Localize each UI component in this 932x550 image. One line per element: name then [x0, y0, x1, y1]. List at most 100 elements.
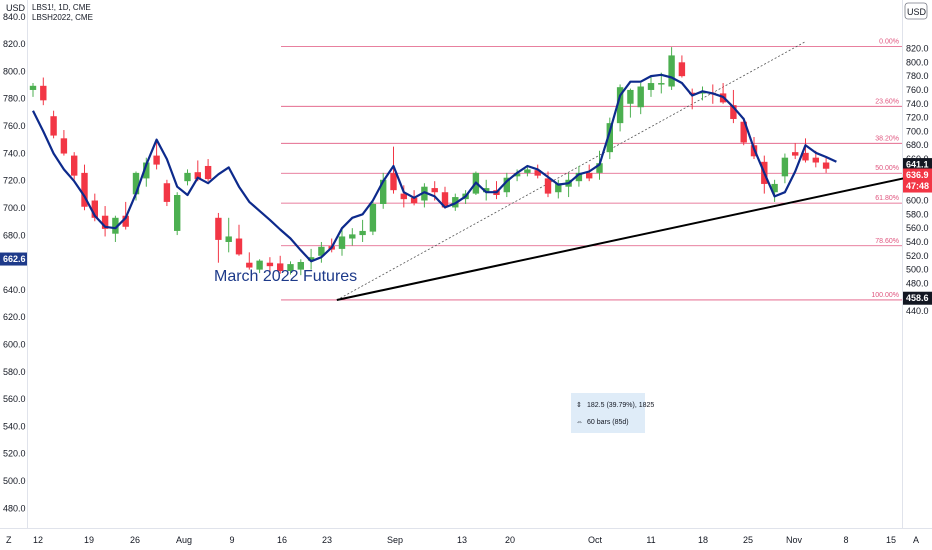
fib-label-2: 38.20% [875, 135, 899, 142]
left-current-price-value: 662.6 [3, 254, 26, 264]
left-axis-tick-520: 520.0 [3, 449, 26, 459]
candle-47 [513, 169, 521, 182]
moving-average-line [32, 73, 837, 263]
time-axis-tick-14: Nov [786, 535, 803, 545]
time-axis-tick-7: Sep [387, 535, 403, 545]
candle-38 [421, 183, 428, 208]
time-axis-tick-16: 15 [886, 535, 896, 545]
candle-5 [81, 164, 88, 211]
measure-price-change: 182.5 (39.79%), 1825 [587, 402, 654, 409]
candle-32 [359, 219, 366, 242]
right-axis-tick-560: 560.0 [906, 223, 929, 233]
candle-body [225, 236, 232, 242]
candle-72 [771, 179, 778, 202]
symbol-legend-line2[interactable]: LBSH2022, CME [32, 13, 93, 22]
candle-28 [318, 241, 325, 263]
left-axis-tick-580: 580.0 [3, 367, 26, 377]
measure-tool-box[interactable]: ⇕ 182.5 (39.79%), 1825 ⇔ 60 bars (85d) [571, 393, 654, 433]
candle-body [431, 188, 438, 193]
right-axis-tick-500: 500.0 [906, 265, 929, 275]
measure-height-icon: ⇕ [576, 401, 582, 409]
candle-body [184, 172, 191, 182]
time-axis[interactable]: 12 19 26 Aug 9 16 23 Sep 13 20 Oct 11 18 25 Nov 8 15 [33, 535, 896, 545]
candle-25 [287, 261, 294, 275]
right-axis-tick-700: 700.0 [906, 126, 929, 136]
candle-body [534, 170, 541, 176]
candle-44 [483, 179, 490, 201]
symbol-legend-line1[interactable]: LBS1!, 1D, CME [32, 3, 91, 12]
left-axis-tick-760: 760.0 [3, 121, 26, 131]
candle-body [71, 155, 78, 176]
time-axis-tick-4: 9 [229, 535, 234, 545]
candle-body [215, 217, 222, 240]
candle-59 [637, 83, 644, 115]
left-axis-tick-720: 720.0 [3, 176, 26, 186]
candle-body [122, 215, 129, 227]
trendline-drawing[interactable] [336, 167, 932, 302]
candle-30 [338, 228, 346, 256]
candle-body [153, 155, 160, 165]
time-axis-tick-1: 19 [84, 535, 94, 545]
candle-body [503, 177, 510, 193]
auto-scale-z-icon[interactable]: Z [6, 535, 12, 545]
fib-guide-line [336, 41, 806, 301]
candle-body [359, 230, 366, 236]
candle-body [616, 87, 624, 124]
candle-body [606, 123, 613, 153]
auto-scale-a-icon[interactable]: A [913, 535, 919, 545]
candle-body [246, 262, 253, 268]
time-axis-tick-15: 8 [843, 535, 848, 545]
left-currency-label: USD [6, 3, 26, 13]
candle-body [380, 179, 387, 204]
candle-body [647, 83, 655, 90]
left-price-axis[interactable]: 480.0 500.0 520.0 540.0 560.0 580.0 600.0 620.0… [3, 12, 26, 514]
left-axis-tick-680: 680.0 [3, 230, 26, 240]
right-currency-button[interactable] [904, 2, 928, 20]
candle-2 [50, 110, 57, 139]
candle-body [307, 257, 315, 261]
candle-34 [380, 172, 387, 209]
candle-35 [390, 146, 397, 194]
candle-26 [297, 259, 304, 276]
right-axis-tick-540: 540.0 [906, 237, 929, 247]
candle-1 [40, 77, 47, 106]
candle-body [277, 263, 284, 272]
candle-49 [534, 164, 541, 179]
futures-annotation[interactable]: March 2022 Futures [214, 268, 357, 285]
candle-body [174, 194, 181, 231]
time-axis-tick-2: 26 [130, 535, 140, 545]
right-axis-tick-440: 440.0 [906, 306, 929, 316]
candle-body [81, 172, 88, 207]
candle-body [441, 192, 449, 208]
candle-65 [699, 86, 706, 101]
candle-4 [71, 152, 78, 180]
time-axis-tick-6: 23 [322, 535, 332, 545]
candle-74 [792, 143, 799, 160]
fib-label-3: 50.00% [875, 165, 899, 172]
right-countdown-value: 47:48 [906, 181, 929, 191]
candle-body [163, 183, 171, 202]
right-axis-tick-480: 480.0 [906, 278, 929, 288]
candle-36 [400, 185, 407, 208]
fib-label-4: 61.80% [875, 195, 899, 202]
candle-body [740, 121, 747, 143]
right-axis-tick-680: 680.0 [906, 140, 929, 150]
candle-64 [689, 88, 696, 110]
candle-63 [678, 55, 686, 78]
time-axis-tick-11: 11 [646, 535, 655, 545]
left-axis-tick-500: 500.0 [3, 476, 26, 486]
time-axis-tick-8: 13 [457, 535, 467, 545]
candle-body [524, 169, 531, 173]
rising-trendline[interactable] [336, 167, 932, 302]
left-axis-tick-600: 600.0 [3, 340, 26, 350]
candle-body [668, 55, 675, 87]
candle-53 [575, 165, 583, 187]
moving-average-series [32, 73, 837, 263]
candle-body [410, 197, 418, 204]
candle-body [627, 89, 634, 104]
candle-27 [307, 248, 315, 270]
candle-body [544, 178, 552, 194]
